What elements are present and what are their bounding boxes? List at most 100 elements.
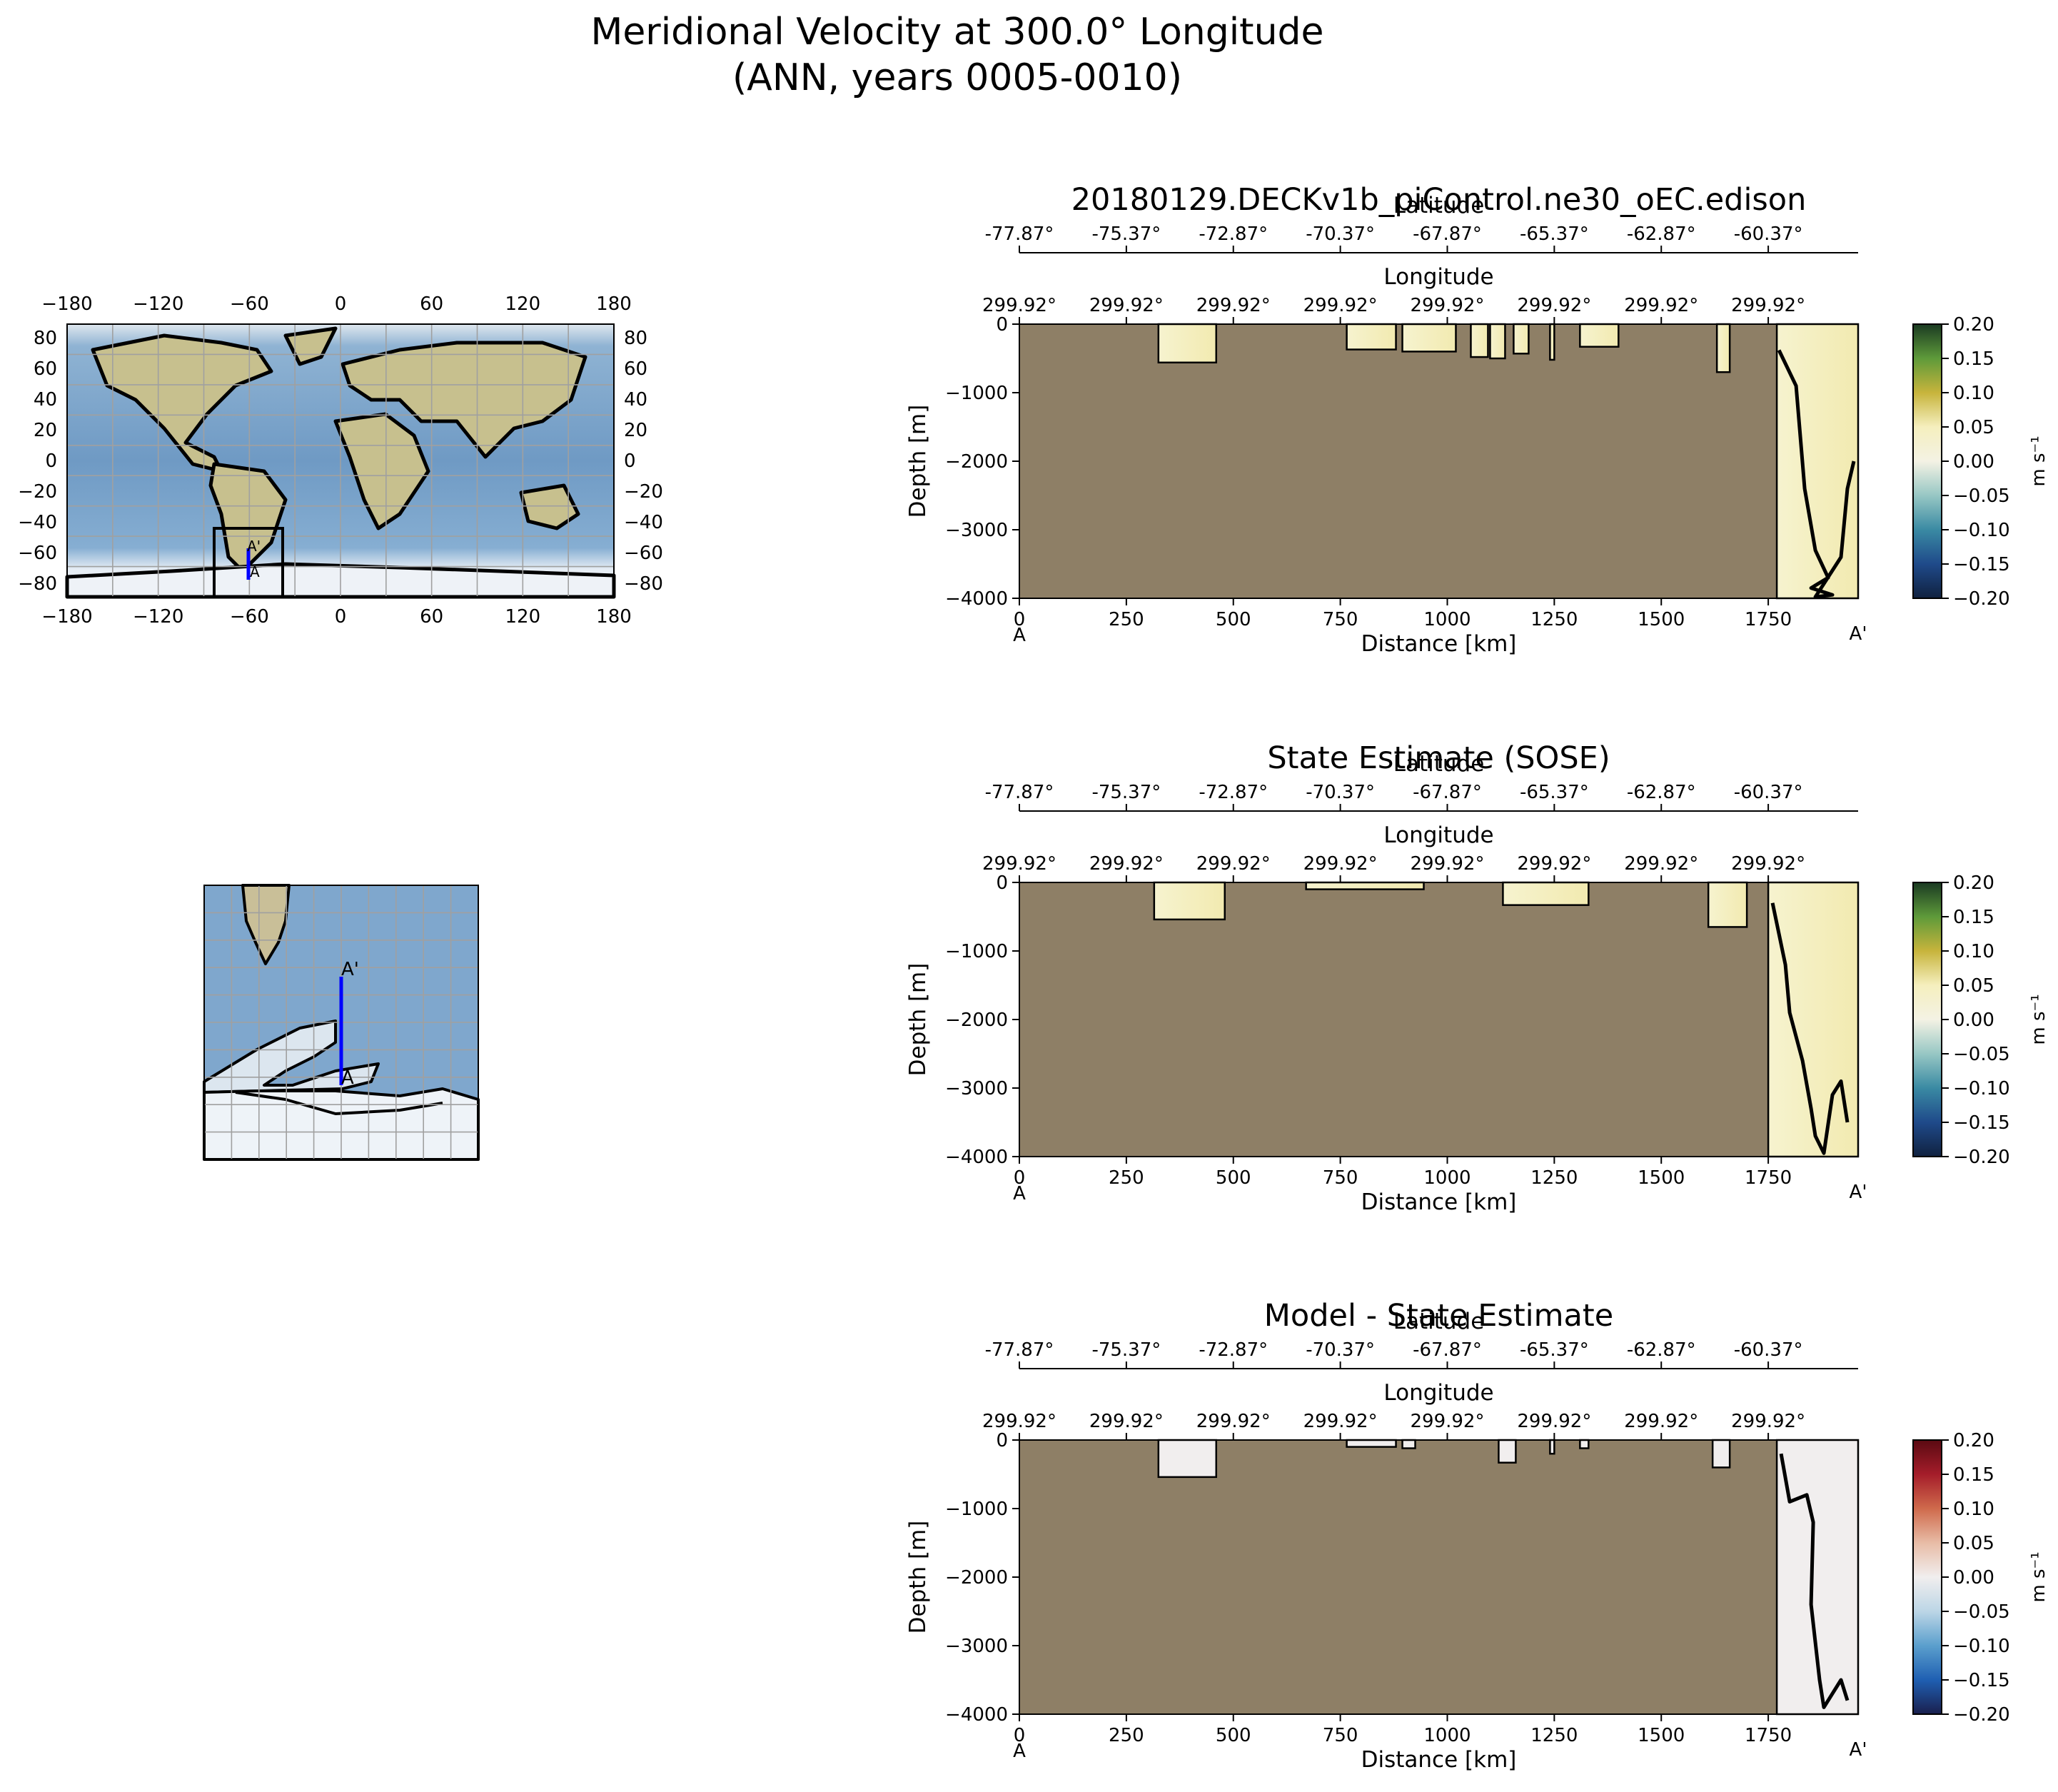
longitude-axis-label: Longitude (1383, 264, 1493, 290)
depth-tick-label: −1000 (945, 941, 1008, 962)
global-lat-tick-right: 60 (624, 358, 647, 380)
latitude-tick-label: -62.87° (1627, 223, 1696, 245)
longitude-tick-label: 299.92° (982, 1411, 1056, 1432)
latitude-tick-label: -70.37° (1306, 1339, 1375, 1361)
inset-transect-end-label: A' (341, 959, 359, 980)
longitude-tick-label: 299.92° (1624, 295, 1698, 316)
global-lon-tick-bottom: 120 (505, 606, 541, 628)
longitude-tick-label: 299.92° (1196, 295, 1271, 316)
colorbar-tick-label: 0.20 (1953, 872, 1994, 894)
inset-transect-start-label: A (341, 1067, 354, 1089)
colorbar-tick-label: −0.20 (1953, 1147, 2010, 1168)
longitude-tick-label: 299.92° (1196, 853, 1271, 875)
depth-tick-label: −1000 (945, 1499, 1008, 1520)
longitude-axis-label: Longitude (1383, 822, 1493, 848)
latitude-tick-label: -70.37° (1306, 782, 1375, 803)
seafloor-land (1019, 882, 1858, 1157)
global-lat-tick-right: 40 (624, 389, 647, 411)
distance-tick-label: 1750 (1745, 1725, 1792, 1746)
transect-end-label: A' (1850, 623, 1867, 645)
distance-tick-label: 1000 (1423, 1167, 1471, 1189)
global-lon-tick-top: 180 (596, 293, 632, 315)
open-water-segment (1305, 881, 1425, 890)
latitude-tick-label: -77.87° (985, 782, 1054, 803)
open-water-segment (1470, 323, 1489, 358)
colorbar-tick-label: 0.05 (1953, 1533, 1994, 1554)
figure-title-line2: (ANN, years 0005-0010) (732, 56, 1182, 99)
depth-tick-label: 0 (996, 872, 1008, 894)
global-lat-tick-left: −80 (18, 573, 57, 595)
panel-title: State Estimate (SOSE) (1267, 740, 1610, 776)
seafloor-land (1019, 1440, 1858, 1714)
colorbar-label: m s⁻¹ (2028, 1551, 2049, 1602)
distance-tick-label: 1000 (1423, 1725, 1471, 1746)
transect-start-label: A (1013, 625, 1026, 646)
distance-tick-label: 500 (1216, 1725, 1251, 1746)
open-water-segment (1346, 1439, 1397, 1448)
global-lat-tick-right: 80 (624, 328, 647, 349)
global-lon-tick-top: −180 (41, 293, 92, 315)
latitude-tick-label: -72.87° (1199, 1339, 1268, 1361)
colorbar-tick-label: −0.05 (1953, 1601, 2010, 1623)
colorbar-tick-label: 0.20 (1953, 1430, 1994, 1451)
distance-tick-label: 0 (1014, 609, 1026, 630)
global-lat-tick-left: −20 (18, 481, 57, 503)
open-water-segment (1157, 323, 1218, 364)
global-lat-tick-left: 20 (34, 420, 57, 441)
colorbar-tick-label: 0.05 (1953, 417, 1994, 438)
global-lat-tick-right: −40 (624, 512, 663, 533)
section-panel-model: 0 250 500 750 1000 1250 1500 1750 A A' Distance [k… (905, 182, 2049, 657)
zero-contour-line (1770, 902, 1850, 1155)
open-water-segment (1711, 1439, 1731, 1469)
distance-tick-label: 750 (1323, 609, 1358, 630)
longitude-axis-label: Longitude (1383, 1380, 1493, 1406)
open-water-segment (1549, 323, 1555, 361)
colorbar-tick-label: 0.05 (1953, 975, 1994, 997)
colorbar-tick-label: −0.15 (1953, 1112, 2010, 1134)
global-lon-tick-bottom: 60 (420, 606, 443, 628)
longitude-tick-label: 299.92° (1517, 1411, 1591, 1432)
longitude-tick-label: 299.92° (1089, 1411, 1164, 1432)
latitude-tick-label: -70.37° (1306, 223, 1375, 245)
latitude-tick-label: -72.87° (1199, 223, 1268, 245)
open-water-segment (1579, 1439, 1590, 1449)
colorbar-tick-label: −0.05 (1953, 1044, 2010, 1065)
global-lat-tick-left: −40 (18, 512, 57, 533)
colorbar-tick-label: −0.15 (1953, 1670, 2010, 1691)
latitude-tick-label: -60.37° (1734, 1339, 1803, 1361)
global-transect-start-label: A (250, 563, 260, 580)
global-lon-tick-bottom: 180 (596, 606, 632, 628)
latitude-tick-label: -67.87° (1413, 223, 1482, 245)
global-lat-tick-right: −20 (624, 481, 663, 503)
global-lat-tick-left: 0 (45, 450, 57, 472)
distance-tick-label: 1500 (1638, 1167, 1685, 1189)
colorbar-label: m s⁻¹ (2028, 994, 2049, 1045)
global-lat-tick-right: 20 (624, 420, 647, 441)
longitude-tick-label: 299.92° (1303, 853, 1378, 875)
distance-tick-label: 1500 (1638, 609, 1685, 630)
colorbar-tick-label: 0.10 (1953, 941, 1994, 962)
latitude-axis-label: Latitude (1393, 193, 1485, 218)
colorbar-tick-label: −0.10 (1953, 520, 2010, 541)
x-axis-label: Distance [km] (1361, 631, 1517, 657)
distance-tick-label: 750 (1323, 1725, 1358, 1746)
open-water-segment (1346, 323, 1397, 351)
figure-title-line1: Meridional Velocity at 300.0° Longitude (590, 11, 1323, 54)
depth-tick-label: −1000 (945, 383, 1008, 404)
distance-tick-label: 1750 (1745, 609, 1792, 630)
open-water-segment (1153, 881, 1226, 921)
longitude-tick-label: 299.92° (1517, 853, 1591, 875)
transect-start-label: A (1013, 1183, 1026, 1204)
global-lat-tick-right: −60 (624, 543, 663, 564)
longitude-tick-label: 299.92° (1196, 1411, 1271, 1432)
longitude-tick-label: 299.92° (1731, 295, 1805, 316)
global-lat-tick-left: 60 (34, 358, 57, 380)
global-map-tick-labels: −180 −180 −120 −120 −60 −60 0 0 60 60 120 120 180 180… (18, 293, 663, 628)
latitude-tick-label: -67.87° (1413, 1339, 1482, 1361)
longitude-tick-label: 299.92° (1731, 853, 1805, 875)
distance-tick-label: 1250 (1530, 1167, 1578, 1189)
depth-tick-label: −4000 (945, 1147, 1008, 1168)
open-water-segment (1157, 1439, 1218, 1479)
global-lat-tick-left: 80 (34, 328, 57, 349)
open-water-segment (1579, 323, 1620, 348)
